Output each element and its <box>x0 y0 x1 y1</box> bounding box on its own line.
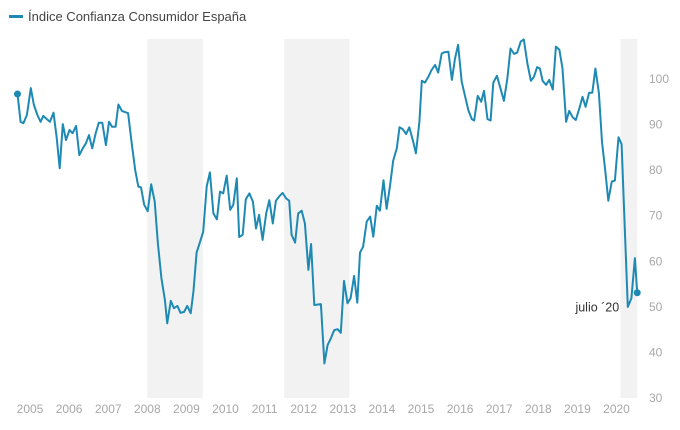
x-tick-label: 2015 <box>408 402 435 416</box>
x-tick-label: 2017 <box>486 402 513 416</box>
x-tick-label: 2006 <box>56 402 83 416</box>
x-tick-label: 2005 <box>17 402 44 416</box>
x-tick-label: 2019 <box>564 402 591 416</box>
legend-label: Índice Confianza Consumidor España <box>28 9 247 24</box>
x-tick-label: 2010 <box>212 402 239 416</box>
x-tick-label: 2014 <box>369 402 396 416</box>
shaded-periods <box>147 39 638 398</box>
annotation-label: julio ´20 <box>574 301 619 315</box>
y-tick-label: 60 <box>649 254 663 268</box>
x-tick-label: 2009 <box>173 402 200 416</box>
y-tick-label: 100 <box>649 72 669 86</box>
x-tick-label: 2018 <box>525 402 552 416</box>
y-tick-label: 30 <box>649 391 663 405</box>
data-point-marker <box>633 289 641 297</box>
legend: Índice Confianza Consumidor España <box>9 9 246 24</box>
shaded-period <box>620 39 638 398</box>
y-tick-label: 80 <box>649 163 663 177</box>
x-tick-label: 2020 <box>603 402 630 416</box>
x-tick-label: 2007 <box>95 402 122 416</box>
x-axis: 2005 2006 2007 2008 2009 2010 2011 2012 2013 2014… <box>17 402 631 416</box>
x-tick-label: 2011 <box>252 402 278 416</box>
y-axis: 30 40 50 60 70 80 90 100 <box>649 72 669 405</box>
x-tick-label: 2016 <box>447 402 474 416</box>
endpoint-markers <box>13 90 641 297</box>
y-tick-label: 90 <box>649 118 663 132</box>
shaded-period <box>284 39 350 398</box>
legend-swatch <box>9 15 23 18</box>
y-tick-label: 40 <box>649 345 663 359</box>
x-tick-label: 2008 <box>134 402 161 416</box>
x-tick-label: 2012 <box>290 402 317 416</box>
y-tick-label: 70 <box>649 209 663 223</box>
data-point-marker <box>13 90 21 98</box>
x-tick-label: 2013 <box>329 402 356 416</box>
series-line <box>16 38 639 365</box>
y-tick-label: 50 <box>649 300 663 314</box>
